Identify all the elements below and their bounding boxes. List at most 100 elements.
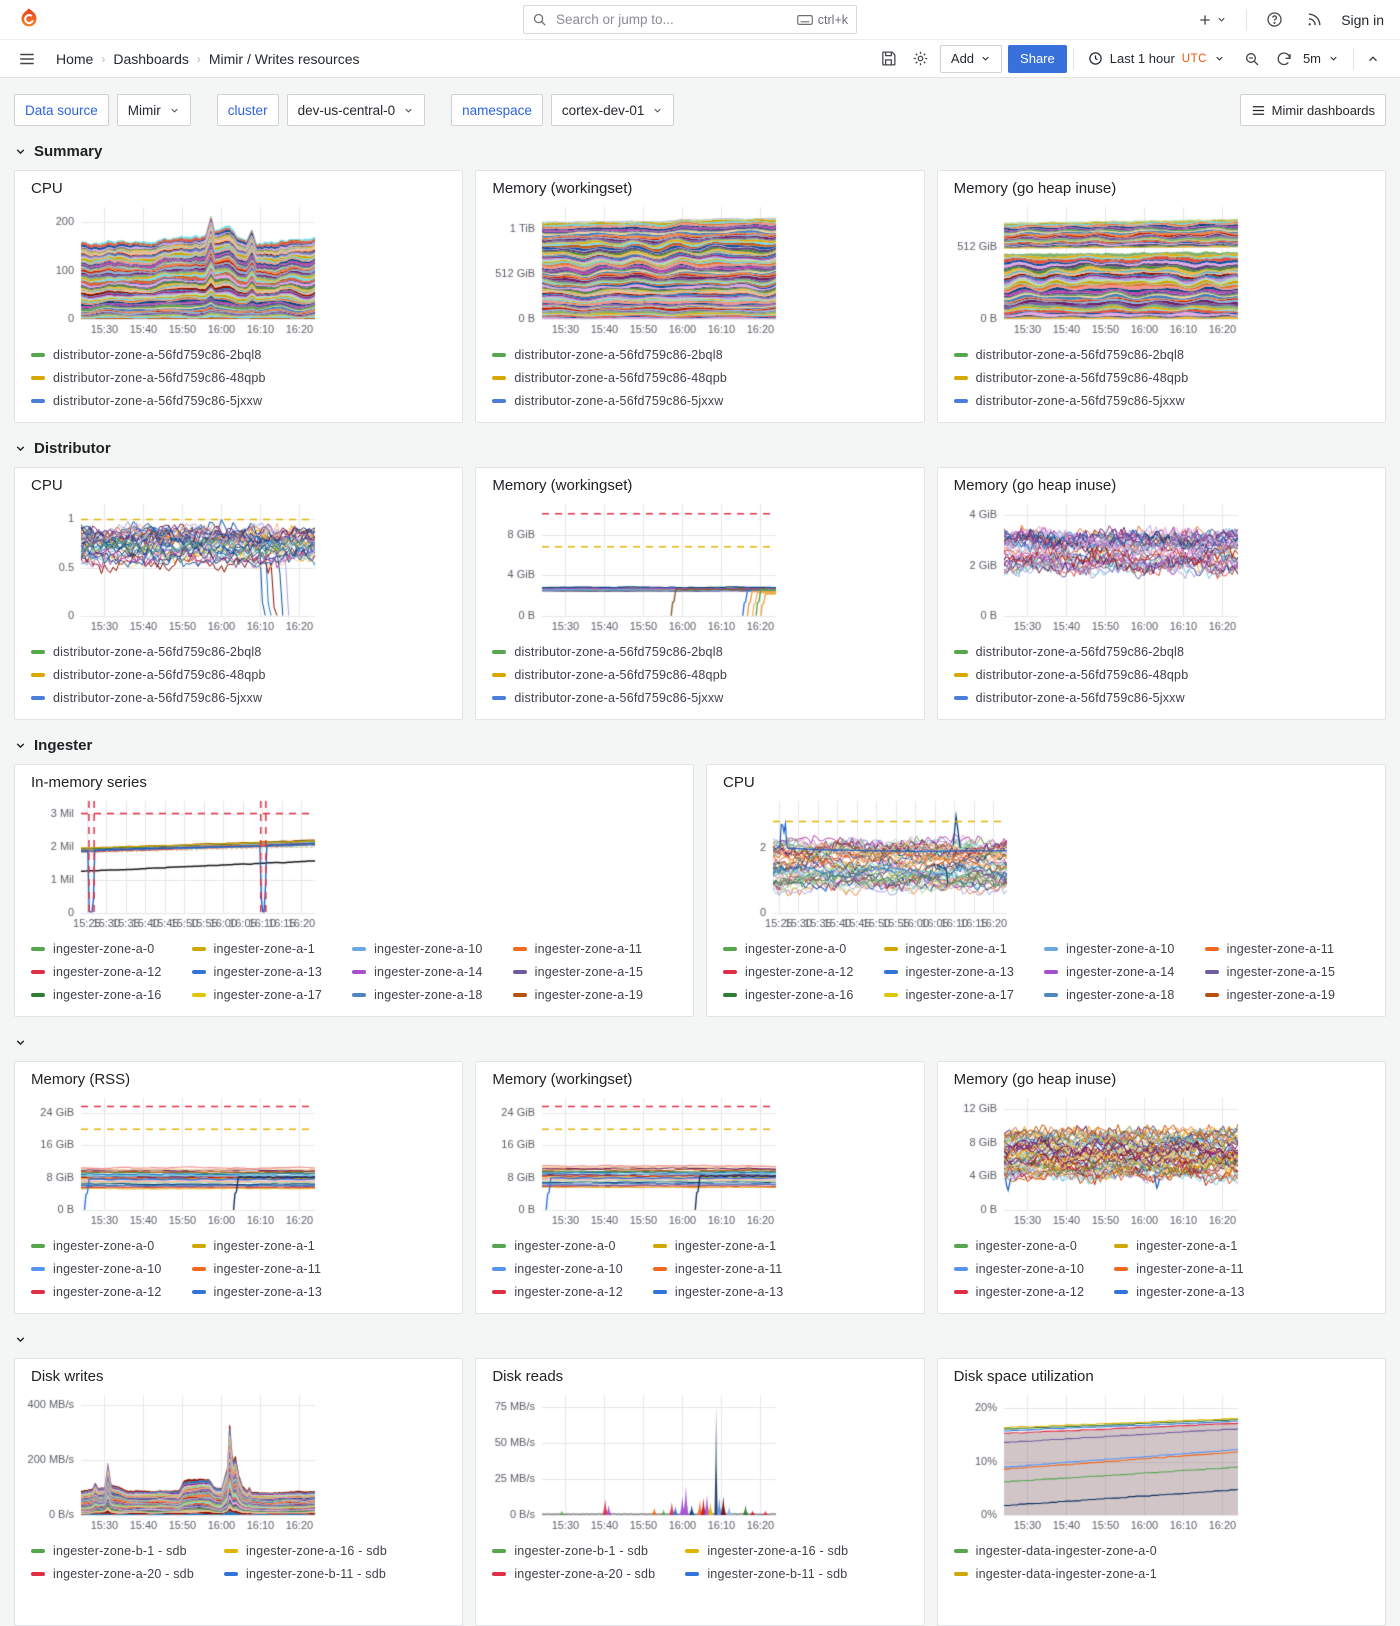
legend-item[interactable]: ingester-zone-a-15 bbox=[1204, 960, 1336, 983]
legend-item[interactable]: ingester-zone-a-10 bbox=[953, 1257, 1085, 1280]
legend-item[interactable]: ingester-zone-a-14 bbox=[352, 960, 483, 983]
mimir-dashboards-button[interactable]: Mimir dashboards bbox=[1239, 94, 1386, 126]
chart-in-memory-series[interactable] bbox=[23, 793, 323, 935]
legend-item[interactable]: ingester-zone-a-19 bbox=[1204, 983, 1336, 1006]
add-panel-button[interactable]: Add bbox=[939, 44, 1003, 73]
legend-item[interactable]: distributor-zone-a-56fd759c86-5jxxw bbox=[953, 389, 1189, 412]
legend-item[interactable]: distributor-zone-a-56fd759c86-48qpb bbox=[31, 366, 266, 389]
legend-item[interactable]: ingester-zone-b-1 - sdb bbox=[492, 1539, 655, 1562]
news-icon[interactable] bbox=[1301, 7, 1327, 33]
legend-item[interactable]: ingester-zone-a-16 - sdb bbox=[685, 1539, 848, 1562]
panel-title[interactable]: Memory (go heap inuse) bbox=[953, 1071, 1117, 1088]
legend-item[interactable]: ingester-zone-a-17 bbox=[191, 983, 323, 1006]
legend-item[interactable]: distributor-zone-a-56fd759c86-48qpb bbox=[953, 663, 1189, 686]
legend-item[interactable]: ingester-zone-a-1 bbox=[652, 1234, 784, 1257]
section-ingester[interactable]: Ingester bbox=[14, 734, 1386, 756]
legend-item[interactable]: ingester-zone-a-11 bbox=[512, 937, 644, 960]
legend-item[interactable]: ingester-zone-b-11 - sdb bbox=[685, 1562, 848, 1585]
legend-item[interactable]: ingester-zone-a-10 bbox=[31, 1257, 162, 1280]
section-toggle[interactable] bbox=[14, 1031, 1386, 1053]
legend-item[interactable]: ingester-zone-a-11 bbox=[652, 1257, 784, 1280]
legend-item[interactable]: ingester-zone-a-20 - sdb bbox=[492, 1562, 655, 1585]
legend-item[interactable]: ingester-zone-a-19 bbox=[512, 983, 644, 1006]
legend-item[interactable]: ingester-zone-a-12 bbox=[723, 960, 854, 983]
legend-item[interactable]: distributor-zone-a-56fd759c86-5jxxw bbox=[31, 389, 266, 412]
legend-item[interactable]: ingester-zone-a-12 bbox=[31, 1280, 162, 1303]
variable-datasource-label[interactable]: Data source bbox=[14, 94, 109, 126]
legend-item[interactable]: ingester-zone-a-18 bbox=[352, 983, 483, 1006]
legend-item[interactable]: distributor-zone-a-56fd759c86-48qpb bbox=[953, 366, 1189, 389]
chart-mem-ws-distributor[interactable] bbox=[484, 496, 785, 638]
legend-item[interactable]: ingester-zone-a-10 bbox=[352, 937, 483, 960]
legend-item[interactable]: distributor-zone-a-56fd759c86-5jxxw bbox=[492, 389, 727, 412]
variable-cluster-label[interactable]: cluster bbox=[216, 94, 279, 126]
chart-cpu-distributor[interactable] bbox=[23, 496, 323, 638]
legend-item[interactable]: ingester-zone-a-10 bbox=[1044, 937, 1175, 960]
panel-title[interactable]: Disk reads bbox=[492, 1368, 564, 1385]
collapse-toolbar-button[interactable] bbox=[1360, 46, 1386, 72]
panel-title[interactable]: Memory (workingset) bbox=[492, 477, 633, 494]
legend-item[interactable]: ingester-zone-a-13 bbox=[191, 1280, 323, 1303]
legend-item[interactable]: ingester-zone-a-12 bbox=[953, 1280, 1085, 1303]
legend-item[interactable]: distributor-zone-a-56fd759c86-2bql8 bbox=[953, 343, 1189, 366]
legend-item[interactable]: ingester-zone-a-1 bbox=[883, 937, 1015, 960]
legend-item[interactable]: ingester-zone-a-17 bbox=[883, 983, 1015, 1006]
legend-item[interactable]: ingester-zone-a-12 bbox=[31, 960, 162, 983]
legend-item[interactable]: ingester-zone-a-0 bbox=[31, 1234, 162, 1257]
breadcrumb-home[interactable]: Home bbox=[56, 50, 94, 67]
legend-item[interactable]: distributor-zone-a-56fd759c86-5jxxw bbox=[953, 686, 1189, 709]
legend-item[interactable]: ingester-zone-a-0 bbox=[953, 1234, 1085, 1257]
chart-mem-ws-ingester[interactable] bbox=[484, 1090, 785, 1232]
legend-item[interactable]: distributor-zone-a-56fd759c86-2bql8 bbox=[31, 343, 266, 366]
chart-cpu-ingester[interactable] bbox=[715, 793, 1015, 935]
legend-item[interactable]: ingester-zone-a-14 bbox=[1044, 960, 1175, 983]
legend-item[interactable]: ingester-zone-a-13 bbox=[191, 960, 323, 983]
section-toggle[interactable] bbox=[14, 1328, 1386, 1350]
chart-disk-reads[interactable] bbox=[484, 1387, 785, 1537]
panel-title[interactable]: Memory (RSS) bbox=[31, 1071, 131, 1088]
panel-title[interactable]: Memory (workingset) bbox=[492, 1071, 633, 1088]
legend-item[interactable]: ingester-zone-a-16 bbox=[31, 983, 162, 1006]
search-input[interactable] bbox=[554, 11, 790, 28]
legend-item[interactable]: ingester-zone-a-16 bbox=[723, 983, 854, 1006]
legend-item[interactable]: ingester-zone-a-16 - sdb bbox=[223, 1539, 387, 1562]
legend-item[interactable]: ingester-zone-a-13 bbox=[883, 960, 1015, 983]
panel-title[interactable]: Memory (go heap inuse) bbox=[953, 477, 1117, 494]
section-summary[interactable]: Summary bbox=[14, 140, 1386, 162]
legend-item[interactable]: ingester-zone-a-1 bbox=[1114, 1234, 1245, 1257]
save-dashboard-button[interactable] bbox=[876, 46, 902, 72]
panel-title[interactable]: Memory (workingset) bbox=[492, 180, 633, 197]
chart-disk-space[interactable] bbox=[945, 1387, 1246, 1537]
breadcrumb-dashboards[interactable]: Dashboards bbox=[113, 50, 189, 67]
section-distributor[interactable]: Distributor bbox=[14, 437, 1386, 459]
panel-title[interactable]: CPU bbox=[723, 774, 755, 791]
panel-title[interactable]: Disk writes bbox=[31, 1368, 104, 1385]
legend-item[interactable]: distributor-zone-a-56fd759c86-2bql8 bbox=[953, 640, 1189, 663]
panel-title[interactable]: Memory (go heap inuse) bbox=[953, 180, 1117, 197]
variable-datasource-value[interactable]: Mimir bbox=[116, 94, 191, 126]
sign-in-button[interactable]: Sign in bbox=[1341, 11, 1384, 28]
legend-item[interactable]: ingester-zone-a-11 bbox=[1114, 1257, 1245, 1280]
variable-cluster-value[interactable]: dev-us-central-0 bbox=[286, 94, 426, 126]
legend-item[interactable]: distributor-zone-a-56fd759c86-48qpb bbox=[31, 663, 266, 686]
legend-item[interactable]: ingester-zone-a-12 bbox=[492, 1280, 623, 1303]
legend-item[interactable]: ingester-zone-a-1 bbox=[191, 1234, 323, 1257]
legend-item[interactable]: ingester-zone-a-10 bbox=[492, 1257, 623, 1280]
legend-item[interactable]: ingester-zone-a-13 bbox=[1114, 1280, 1245, 1303]
legend-item[interactable]: ingester-zone-a-1 bbox=[191, 937, 323, 960]
legend-item[interactable]: ingester-zone-b-11 - sdb bbox=[223, 1562, 387, 1585]
help-button[interactable] bbox=[1261, 7, 1287, 33]
refresh-interval-picker[interactable]: 5m bbox=[1303, 45, 1347, 73]
chart-mem-heap-summary[interactable] bbox=[945, 199, 1246, 341]
mega-menu-toggle[interactable] bbox=[14, 46, 40, 72]
variable-namespace-value[interactable]: cortex-dev-01 bbox=[550, 94, 675, 126]
chart-cpu-summary[interactable] bbox=[23, 199, 323, 341]
legend-item[interactable]: ingester-zone-a-20 - sdb bbox=[31, 1562, 194, 1585]
legend-item[interactable]: ingester-zone-b-1 - sdb bbox=[31, 1539, 194, 1562]
panel-title[interactable]: Disk space utilization bbox=[953, 1368, 1094, 1385]
legend-item[interactable]: ingester-zone-a-15 bbox=[512, 960, 644, 983]
panel-title[interactable]: In-memory series bbox=[31, 774, 147, 791]
legend-item[interactable]: ingester-data-ingester-zone-a-1 bbox=[953, 1562, 1157, 1585]
legend-item[interactable]: ingester-zone-a-11 bbox=[1204, 937, 1336, 960]
time-range-picker[interactable]: Last 1 hour UTC bbox=[1080, 45, 1233, 73]
